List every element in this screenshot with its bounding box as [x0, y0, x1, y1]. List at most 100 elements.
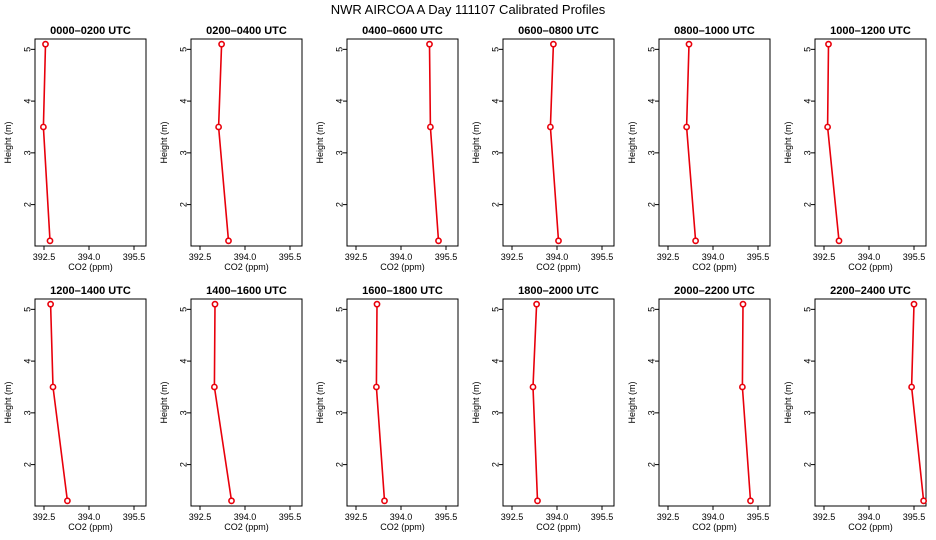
data-point — [747, 497, 754, 505]
plot-frame — [346, 298, 459, 507]
panel-title: 0600–0800 UTC — [518, 25, 599, 37]
plot-frame — [34, 298, 147, 507]
profile-panel-1: 0000–0200 UTC 392.5 394.0 395.5 2 3 4 5 CO2 (ppm… — [3, 25, 147, 272]
y-tick-label: 2 — [802, 462, 812, 467]
data-point — [215, 123, 222, 131]
y-tick-label: 4 — [178, 99, 188, 104]
y-tick-label: 2 — [178, 202, 188, 207]
profile-panel-6: 1000–1200 UTC 392.5 394.0 395.5 2 3 4 5 CO2 (ppm… — [783, 25, 927, 272]
panel-title: 1400–1600 UTC — [206, 285, 287, 297]
x-tick-label: 394.0 — [78, 512, 101, 522]
y-tick-label: 3 — [646, 150, 656, 155]
y-axis-label: Height (m) — [159, 121, 169, 163]
data-point — [692, 237, 699, 245]
x-axis-label: CO2 (ppm) — [224, 262, 269, 272]
x-axis-label: CO2 (ppm) — [380, 262, 425, 272]
x-tick-label: 392.5 — [345, 512, 368, 522]
data-point — [435, 237, 442, 245]
profile-line — [375, 304, 386, 501]
profile-line — [549, 44, 560, 241]
y-axis-label: Height (m) — [627, 381, 637, 423]
x-tick-label: 392.5 — [501, 252, 524, 262]
x-tick-label: 395.5 — [591, 252, 614, 262]
x-tick-label: 395.5 — [279, 512, 302, 522]
data-point — [211, 300, 219, 308]
x-tick-label: 392.5 — [189, 252, 212, 262]
plot-frame — [190, 38, 303, 247]
y-tick-label: 3 — [490, 410, 500, 415]
x-tick-label: 392.5 — [813, 512, 836, 522]
x-axis-label: CO2 (ppm) — [692, 522, 737, 532]
panel-title: 0800–1000 UTC — [674, 25, 755, 37]
x-tick-label: 395.5 — [435, 512, 458, 522]
x-tick-label: 392.5 — [657, 252, 680, 262]
data-point — [920, 497, 927, 505]
x-tick-label: 394.0 — [78, 252, 101, 262]
data-point — [42, 40, 49, 48]
y-tick-label: 5 — [490, 47, 500, 52]
profile-panel-7: 1200–1400 UTC 392.5 394.0 395.5 2 3 4 5 CO2 (ppm… — [3, 285, 147, 532]
data-point — [533, 300, 540, 308]
x-tick-label: 395.5 — [747, 252, 770, 262]
x-axis-label: CO2 (ppm) — [848, 262, 893, 272]
plot-frame — [190, 298, 303, 507]
y-tick-label: 2 — [646, 462, 656, 467]
y-tick-label: 2 — [802, 202, 812, 207]
plot-frame — [658, 298, 771, 507]
y-tick-label: 5 — [22, 307, 32, 312]
x-tick-label: 394.0 — [702, 512, 725, 522]
y-tick-label: 5 — [334, 307, 344, 312]
data-point — [228, 497, 235, 505]
x-tick-label: 394.0 — [390, 252, 413, 262]
y-tick-label: 2 — [490, 462, 500, 467]
y-tick-label: 4 — [22, 99, 32, 104]
y-tick-label: 4 — [646, 359, 656, 364]
data-point — [40, 123, 47, 131]
x-axis-label: CO2 (ppm) — [68, 262, 113, 272]
x-tick-label: 394.0 — [858, 512, 881, 522]
y-tick-label: 2 — [646, 202, 656, 207]
profile-panel-9: 1600–1800 UTC 392.5 394.0 395.5 2 3 4 5 CO2 (ppm… — [315, 285, 459, 532]
data-point — [683, 123, 690, 131]
y-tick-label: 5 — [646, 307, 656, 312]
y-tick-label: 4 — [802, 359, 812, 364]
data-point — [426, 123, 434, 131]
y-tick-label: 3 — [178, 410, 188, 415]
x-tick-label: 392.5 — [657, 512, 680, 522]
x-tick-label: 392.5 — [33, 252, 56, 262]
x-tick-label: 392.5 — [813, 252, 836, 262]
y-axis-label: Height (m) — [3, 381, 13, 423]
y-axis-label: Height (m) — [3, 121, 13, 163]
x-tick-label: 395.5 — [591, 512, 614, 522]
x-tick-label: 392.5 — [33, 512, 56, 522]
data-point — [47, 300, 54, 308]
y-tick-label: 5 — [802, 47, 812, 52]
data-point — [685, 40, 693, 48]
profile-line — [49, 304, 69, 501]
y-axis-label: Height (m) — [783, 381, 793, 423]
profile-line — [217, 44, 230, 241]
data-point — [381, 497, 388, 505]
y-tick-label: 4 — [22, 359, 32, 364]
panel-title: 2000–2200 UTC — [674, 285, 755, 297]
x-axis-label: CO2 (ppm) — [848, 522, 893, 532]
profile-panel-10: 1800–2000 UTC 392.5 394.0 395.5 2 3 4 5 CO2 (ppm… — [471, 285, 615, 532]
y-tick-label: 2 — [334, 202, 344, 207]
data-point — [534, 497, 541, 505]
y-tick-label: 4 — [334, 99, 344, 104]
y-axis-label: Height (m) — [315, 121, 325, 163]
data-point — [218, 40, 225, 48]
profile-line — [910, 304, 925, 501]
profile-panel-3: 0400–0600 UTC 392.5 394.0 395.5 2 3 4 5 CO2 (ppm… — [315, 25, 459, 272]
x-tick-label: 394.0 — [234, 252, 257, 262]
x-tick-label: 395.5 — [903, 512, 926, 522]
profile-panel-4: 0600–0800 UTC 392.5 394.0 395.5 2 3 4 5 CO2 (ppm… — [471, 25, 615, 272]
plot-frame — [814, 298, 927, 507]
data-point — [372, 383, 380, 391]
y-tick-label: 4 — [646, 99, 656, 104]
data-point — [225, 237, 232, 245]
plot-frame — [34, 38, 147, 247]
y-axis-label: Height (m) — [783, 121, 793, 163]
panel-title: 1200–1400 UTC — [50, 285, 131, 297]
y-tick-label: 5 — [178, 47, 188, 52]
